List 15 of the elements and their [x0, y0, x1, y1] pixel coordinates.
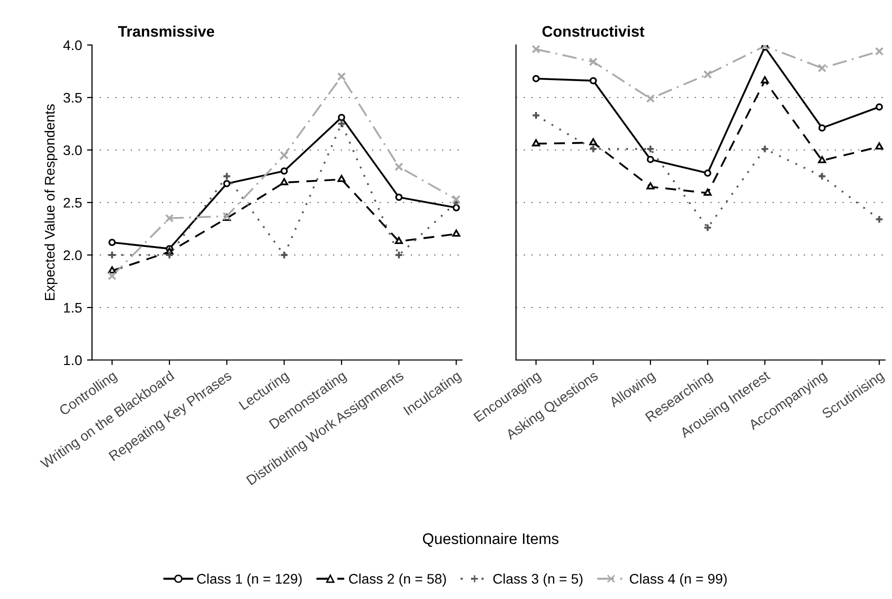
chart-title: Transmissive	[118, 26, 214, 37]
legend-label: Class 3 (n = 5)	[493, 574, 582, 586]
y-tick-label: 1.5	[64, 302, 82, 313]
legend-label: Class 2 (n = 58)	[349, 574, 446, 586]
y-tick-label: 3.0	[64, 145, 82, 156]
y-tick-label: 4.0	[63, 40, 82, 50]
x-axis-title: Questionnaire Items	[422, 532, 558, 547]
y-tick-label: 2.0	[64, 250, 82, 260]
y-tick-label: 1.0	[64, 355, 82, 366]
legend-label: Class 4 (n = 99)	[630, 574, 727, 586]
y-axis-title: Expected Value of Respondents	[44, 104, 58, 300]
y-tick-label: 2.5	[64, 198, 82, 208]
chart-title: Constructivist	[542, 26, 644, 37]
y-tick-label: 3.5	[64, 92, 82, 103]
legend-label: Class 1 (n = 129)	[197, 574, 302, 586]
